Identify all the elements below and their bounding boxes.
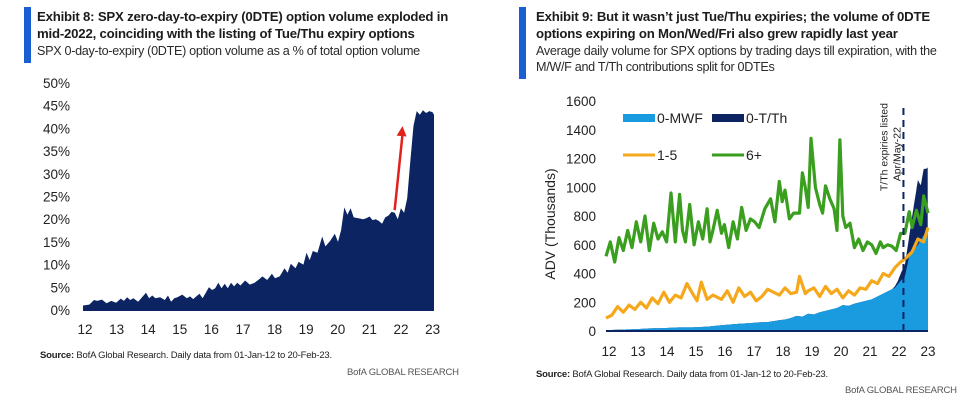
y-tick-label: 600 <box>573 238 596 253</box>
y-tick-label: 50% <box>43 76 70 91</box>
x-tick-label: 18 <box>267 322 282 337</box>
exhibit-9-title: Exhibit 9: But it wasn’t just Tue/Thu ex… <box>536 9 930 41</box>
y-tick-label: 15% <box>43 235 70 250</box>
annotation-text-line1: T/Th expiries listed <box>878 103 890 191</box>
x-axis-ticks: 12 13 14 15 16 17 18 19 20 21 22 23 <box>601 344 935 359</box>
source-text: BofA Global Research. Daily data from 01… <box>73 350 332 361</box>
x-tick-label: 20 <box>330 322 345 337</box>
x-tick-label: 22 <box>393 322 408 337</box>
brand-label: BofA GLOBAL RESEARCH <box>347 367 459 378</box>
x-tick-label: 17 <box>746 344 761 359</box>
plot-area <box>83 110 434 311</box>
y-tick-label: 45% <box>43 99 70 114</box>
y-tick-label: 1600 <box>566 94 596 109</box>
x-tick-label: 19 <box>804 344 819 359</box>
exhibit-8-subtitle: SPX 0-day-to-expiry (0DTE) option volume… <box>37 44 420 58</box>
x-tick-label: 15 <box>172 322 187 337</box>
title-accent-bar <box>24 7 31 63</box>
source-text: BofA Global Research. Daily data from 01… <box>569 369 828 380</box>
x-tick-label: 23 <box>425 322 440 337</box>
y-tick-label: 35% <box>43 144 70 159</box>
brand-label: BofA GLOBAL RESEARCH <box>845 385 957 396</box>
y-axis-ticks: 0% 5% 10% 15% 20% 25% 30% 35% 40% 45% 50% <box>43 76 70 318</box>
exhibit-8-chart: 0% 5% 10% 15% 20% 25% 30% 35% 40% 45% 50% 12 13 14 15… <box>43 76 440 337</box>
annotations: T/Th expiries listed Apr/May-22 <box>878 103 905 331</box>
y-tick-label: 40% <box>43 121 70 136</box>
y-tick-label: 10% <box>43 258 70 273</box>
legend-swatch <box>712 114 744 122</box>
source-note: Source: BofA Global Research. Daily data… <box>536 369 828 380</box>
x-tick-label: 12 <box>77 322 92 337</box>
red-arrow-shaft <box>393 134 404 211</box>
legend-swatch <box>623 114 655 122</box>
x-tick-label: 13 <box>630 344 645 359</box>
title-accent-bar <box>519 7 526 79</box>
legend-swatch <box>712 153 744 157</box>
source-label: Source: <box>40 350 74 361</box>
exhibit-8-title: Exhibit 8: SPX zero-day-to-expiry (0DTE)… <box>37 9 449 41</box>
x-tick-label: 23 <box>920 344 935 359</box>
plot-area <box>604 136 930 332</box>
exhibit-9-subtitle: Average daily volume for SPX options by … <box>536 44 937 74</box>
line-series-1-5 <box>605 227 930 320</box>
x-tick-label: 19 <box>299 322 314 337</box>
x-tick-label: 18 <box>775 344 790 359</box>
x-tick-label: 12 <box>601 344 616 359</box>
x-tick-label: 20 <box>833 344 848 359</box>
exhibit-8-panel: Exhibit 8: SPX zero-day-to-expiry (0DTE)… <box>24 7 459 378</box>
y-tick-label: 200 <box>573 295 596 310</box>
y-tick-label: 1200 <box>566 152 596 167</box>
legend-label: 0-MWF <box>657 110 703 126</box>
legend-label: 1-5 <box>657 147 677 163</box>
x-tick-label: 15 <box>688 344 703 359</box>
source-note: Source: BofA Global Research. Daily data… <box>40 350 332 361</box>
x-tick-label: 16 <box>717 344 732 359</box>
y-tick-label: 1400 <box>566 123 596 138</box>
red-arrow-head <box>396 126 407 137</box>
area-series-0dte-share <box>83 110 434 310</box>
y-tick-label: 1000 <box>566 180 596 195</box>
x-tick-label: 14 <box>659 344 675 359</box>
y-tick-label: 25% <box>43 190 70 205</box>
source-label: Source: <box>536 369 570 380</box>
x-axis-ticks: 12 13 14 15 16 17 18 19 20 21 22 23 <box>77 322 440 337</box>
y-tick-label: 400 <box>573 267 596 282</box>
y-axis-title: ADV (Thousands) <box>542 168 558 279</box>
y-tick-label: 20% <box>43 212 70 227</box>
y-axis-ticks: 0 200 400 600 800 1000 1200 1400 1600 ADV (Thousa… <box>542 94 596 339</box>
x-tick-label: 13 <box>109 322 124 337</box>
exhibit-9-panel: Exhibit 9: But it wasn’t just Tue/Thu ex… <box>479 0 958 401</box>
x-tick-label: 21 <box>362 322 377 337</box>
x-tick-label: 14 <box>141 322 157 337</box>
y-tick-label: 0% <box>50 303 70 318</box>
annotations <box>393 126 407 211</box>
legend: 0-MWF 0-T/Th 1-5 6+ <box>623 110 787 163</box>
legend-swatch <box>623 153 655 157</box>
x-tick-label: 21 <box>862 344 877 359</box>
annotation-text-line2: Apr/May-22 <box>891 127 903 181</box>
line-series-6-plus <box>604 136 930 264</box>
x-tick-label: 17 <box>235 322 250 337</box>
exhibit-9-chart: 0 200 400 600 800 1000 1200 1400 1600 ADV (Thousa… <box>542 94 936 359</box>
x-tick-label: 16 <box>204 322 219 337</box>
y-tick-label: 30% <box>43 167 70 182</box>
legend-label: 0-T/Th <box>746 110 787 126</box>
y-tick-label: 800 <box>573 209 596 224</box>
area-series-0-mwf <box>606 227 928 331</box>
y-tick-label: 0 <box>588 324 596 339</box>
legend-label: 6+ <box>746 147 762 163</box>
y-tick-label: 5% <box>50 280 70 295</box>
x-tick-label: 22 <box>891 344 906 359</box>
